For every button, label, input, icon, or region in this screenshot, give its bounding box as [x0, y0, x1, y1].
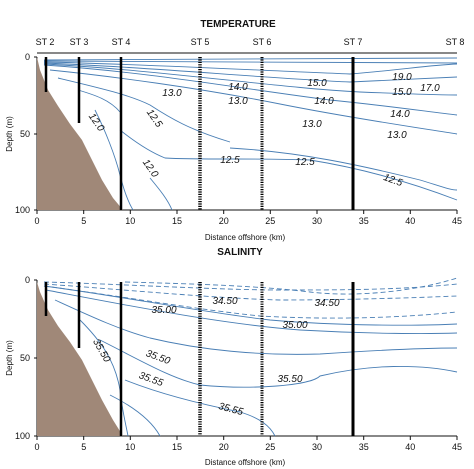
contour-label: 15.0 [307, 78, 327, 89]
contour-label: 35.50 [90, 337, 112, 365]
temperature-y-ticks: 0 50 100 [15, 52, 37, 215]
contour-label: 14.0 [314, 96, 334, 107]
salinity-y-axis-label: Depth (m) [5, 340, 14, 376]
contour-label: 14.0 [228, 82, 248, 93]
salinity-title: SALINITY [217, 247, 263, 258]
contour-label: 13.0 [228, 96, 248, 107]
contour-label: 12.5 [382, 172, 404, 189]
contour-label: 17.0 [420, 83, 440, 94]
contour-label: 12.5 [144, 107, 164, 130]
contour-label: 35.55 [217, 401, 244, 418]
y-tick-label: 50 [20, 129, 30, 139]
salinity-seafloor [37, 282, 123, 436]
salinity-panel: SALINITY [5, 247, 462, 467]
salinity-x-ticks: 0 5 10 15 20 25 30 35 40 45 [34, 436, 462, 452]
temperature-x-axis-label: Distance offshore (km) [205, 233, 286, 242]
temperature-station-lines [44, 57, 355, 210]
station-label-st4: ST 4 [112, 37, 131, 47]
temperature-seafloor [37, 57, 123, 210]
salinity-x-axis-label: Distance offshore (km) [205, 458, 286, 467]
x-tick-label: 45 [452, 442, 462, 452]
temperature-contour-labels: 19.0 17.0 15.0 15.0 14.0 14.0 14.0 13.0 … [86, 72, 440, 189]
contour-label: 12.5 [220, 155, 240, 166]
station-label-st8: ST 8 [446, 37, 465, 47]
contour-label: 35.00 [151, 305, 176, 316]
y-tick-label: 50 [20, 353, 30, 363]
temperature-station-labels: ST 2 ST 3 ST 4 ST 5 ST 6 ST 7 ST 8 [36, 37, 465, 47]
x-tick-label: 10 [125, 216, 135, 226]
y-tick-label: 0 [25, 275, 30, 285]
x-tick-label: 20 [219, 442, 229, 452]
x-tick-label: 15 [172, 216, 182, 226]
x-tick-label: 30 [312, 216, 322, 226]
station-label-st2: ST 2 [36, 37, 55, 47]
x-tick-label: 25 [265, 216, 275, 226]
x-tick-label: 40 [405, 442, 415, 452]
station-label-st3: ST 3 [70, 37, 89, 47]
contour-label: 12.5 [295, 157, 315, 168]
x-tick-label: 5 [81, 442, 86, 452]
temperature-y-axis-label: Depth (m) [5, 116, 14, 152]
x-tick-label: 5 [81, 216, 86, 226]
contour-label: 12.0 [140, 157, 160, 180]
x-tick-label: 30 [312, 442, 322, 452]
x-tick-label: 40 [405, 216, 415, 226]
salinity-y-ticks: 0 50 100 [15, 275, 37, 441]
station-label-st5: ST 5 [191, 37, 210, 47]
x-tick-label: 25 [265, 442, 275, 452]
contour-label: 35.50 [277, 374, 302, 385]
temperature-x-ticks: 0 5 10 15 20 25 30 35 40 45 [34, 210, 462, 226]
x-tick-label: 35 [359, 442, 369, 452]
temperature-panel: TEMPERATURE ST 2 ST 3 ST 4 ST 5 ST 6 ST … [5, 19, 464, 242]
station-label-st7: ST 7 [344, 37, 363, 47]
salinity-contour-labels: 34.50 34.50 35.00 35.00 35.50 35.50 35.5… [90, 296, 340, 418]
y-tick-label: 100 [15, 431, 30, 441]
x-tick-label: 15 [172, 442, 182, 452]
x-tick-label: 35 [359, 216, 369, 226]
y-tick-label: 100 [15, 205, 30, 215]
contour-label: 19.0 [392, 72, 412, 83]
contour-label: 14.0 [390, 109, 410, 120]
contour-label: 13.0 [162, 88, 182, 99]
temperature-title: TEMPERATURE [200, 19, 276, 30]
salinity-dashed-contours [43, 277, 458, 319]
contour-label: 35.00 [282, 320, 307, 331]
contour-label: 34.50 [212, 296, 237, 307]
y-tick-label: 0 [25, 52, 30, 62]
salinity-station-lines [44, 282, 355, 436]
x-tick-label: 10 [125, 442, 135, 452]
salinity-solid-contours [43, 285, 458, 437]
contour-label: 13.0 [302, 119, 322, 130]
station-label-st6: ST 6 [253, 37, 272, 47]
temperature-contours [43, 57, 458, 211]
contour-label: 13.0 [387, 130, 407, 141]
x-tick-label: 20 [219, 216, 229, 226]
x-tick-label: 0 [34, 216, 39, 226]
contour-label: 12.0 [86, 111, 106, 134]
x-tick-label: 45 [452, 216, 462, 226]
contour-label: 34.50 [314, 298, 339, 309]
x-tick-label: 0 [34, 442, 39, 452]
contour-label: 15.0 [392, 87, 412, 98]
